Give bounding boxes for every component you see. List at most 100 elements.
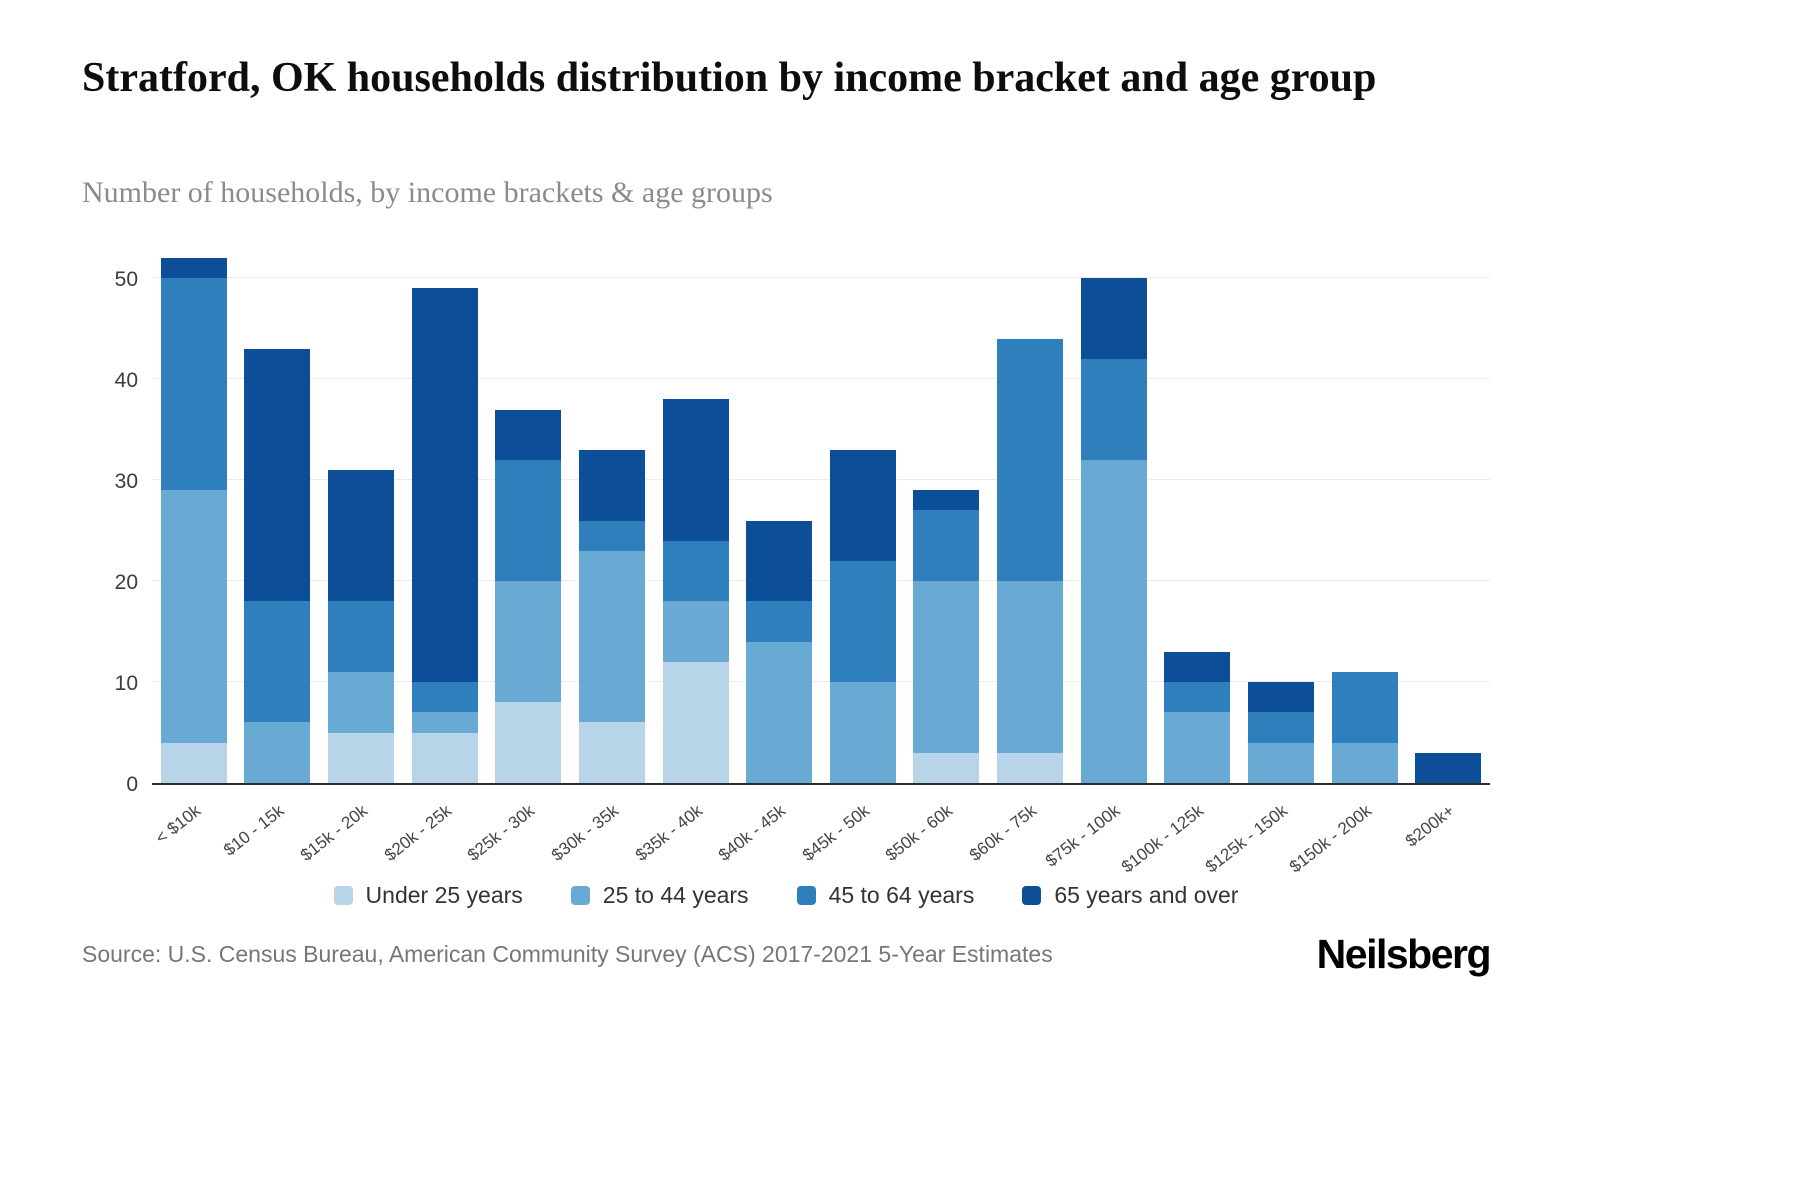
bar-segment-under-25-years (328, 732, 395, 783)
legend-swatch-icon (1022, 886, 1042, 905)
bar-segment-65-years-and-over (411, 288, 478, 683)
bar-segment-45-to-64-years (1331, 671, 1398, 743)
bar-segment-65-years-and-over (1415, 752, 1482, 783)
bar-30k-35k (570, 250, 654, 783)
bar-200k (1406, 250, 1490, 783)
legend-item-65-years-and-over: 65 years and over (1022, 882, 1238, 909)
legend-swatch-icon (333, 886, 353, 905)
bar-45k-50k (821, 250, 905, 783)
x-slot-75k-100k: $75k - 100k (1042, 789, 1156, 889)
bar-segment-45-to-64-years (1247, 712, 1314, 743)
x-slot-200k: $200k+ (1402, 789, 1490, 889)
bar-segment-25-to-44-years (1080, 459, 1147, 783)
stacked-bar (244, 348, 311, 783)
bar-segment-45-to-64-years (578, 520, 645, 551)
chart-title: Stratford, OK households distribution by… (82, 55, 1377, 101)
bar-segment-25-to-44-years (662, 601, 729, 662)
bar-segment-45-to-64-years (1164, 682, 1231, 713)
bar-25k-30k (487, 250, 571, 783)
stacked-bar (411, 288, 478, 783)
bar-segment-25-to-44-years (1164, 712, 1231, 783)
bar-segment-25-to-44-years (578, 550, 645, 723)
bar-segment-under-25-years (160, 742, 227, 783)
x-slot-60k-75k: $60k - 75k (966, 789, 1072, 889)
stacked-bar (1164, 651, 1231, 783)
x-slot-45k-50k: $45k - 50k (799, 789, 905, 889)
bar-segment-65-years-and-over (495, 409, 562, 460)
stacked-bar (1080, 278, 1147, 783)
stacked-bar (1331, 671, 1398, 783)
bar-segment-under-25-years (913, 752, 980, 783)
bar-40k-45k (737, 250, 821, 783)
x-slot-20k-25k: $20k - 25k (380, 789, 487, 889)
bar-segment-25-to-44-years (244, 722, 311, 783)
bar-segment-65-years-and-over (578, 449, 645, 521)
bar-segment-65-years-and-over (746, 520, 813, 602)
gridline-10 (152, 681, 1490, 683)
stacked-bar (746, 520, 813, 783)
bar-segment-65-years-and-over (244, 348, 311, 602)
bar-segment-25-to-44-years (1247, 742, 1314, 783)
bar-segment-45-to-64-years (829, 560, 896, 683)
y-tick-label: 0 (126, 773, 138, 796)
stacked-bar (1247, 682, 1314, 783)
x-slot-35k-40k: $35k - 40k (631, 789, 738, 889)
bar-segment-65-years-and-over (1247, 682, 1314, 713)
x-slot-50k-60k: $50k - 60k (882, 789, 989, 889)
stacked-bar (997, 338, 1064, 783)
bar-segment-45-to-64-years (997, 338, 1064, 582)
legend-item-under-25-years: Under 25 years (333, 882, 523, 909)
legend: Under 25 years 25 to 44 years 45 to 64 yea… (82, 882, 1490, 909)
stacked-bar (662, 399, 729, 783)
bar-segment-45-to-64-years (160, 278, 227, 491)
legend-item-25-to-44-years: 25 to 44 years (570, 882, 749, 909)
bar-50k-60k (905, 250, 989, 783)
gridline-20 (152, 580, 1490, 582)
bar-segment-under-25-years (411, 732, 478, 783)
stacked-bar (328, 470, 395, 783)
legend-label: 25 to 44 years (602, 882, 749, 908)
x-slot-150k-200k: $150k - 200k (1285, 789, 1407, 889)
stacked-bar (829, 449, 896, 783)
gridline-40 (152, 378, 1490, 380)
stacked-bar (913, 490, 980, 783)
bar-segment-25-to-44-years (829, 682, 896, 783)
bar-segment-25-to-44-years (1331, 742, 1398, 783)
gridline-50 (152, 277, 1490, 279)
bar-segment-45-to-64-years (495, 460, 562, 582)
plot-area (152, 250, 1490, 785)
x-slot-125k-150k: $125k - 150k (1202, 789, 1323, 889)
x-slot-15k-20k: $15k - 20k (297, 789, 403, 889)
bar-segment-45-to-64-years (244, 601, 311, 723)
x-tick-label: $200k+ (1402, 801, 1459, 851)
y-tick-label: 50 (114, 268, 138, 292)
footer: Source: U.S. Census Bureau, American Com… (82, 922, 1492, 986)
stacked-bar (495, 409, 562, 783)
source-text: Source: U.S. Census Bureau, American Com… (82, 940, 1053, 967)
bar-segment-under-25-years (662, 661, 729, 783)
bar-segment-45-to-64-years (662, 540, 729, 602)
bar-segment-65-years-and-over (1080, 278, 1147, 360)
bar-segment-25-to-44-years (160, 490, 227, 743)
x-slot-40k-45k: $40k - 45k (715, 789, 821, 889)
brand-logo: Neilsberg (1316, 930, 1492, 977)
bar-segment-25-to-44-years (746, 641, 813, 783)
bar-segment-25-to-44-years (495, 581, 562, 703)
y-tick-label: 30 (114, 470, 138, 494)
bar-segment-65-years-and-over (662, 399, 729, 541)
bar-20k-25k (403, 250, 487, 783)
bar-125k-150k (1239, 250, 1323, 783)
bar-segment-under-25-years (495, 702, 562, 783)
bar-150k-200k (1323, 250, 1407, 783)
bar-segment-25-to-44-years (997, 581, 1064, 753)
x-slot-10k: < $10k (152, 789, 236, 889)
bar-segment-65-years-and-over (829, 449, 896, 561)
legend-label: 45 to 64 years (828, 882, 975, 908)
bar-15k-20k (319, 250, 403, 783)
bar-segment-45-to-64-years (1080, 359, 1147, 460)
bar-60k-75k (988, 250, 1072, 783)
bar-segment-65-years-and-over (1164, 651, 1231, 683)
x-axis: < $10k $10 - 15k $15k - 20k $20k - 25k $25k … (152, 789, 1490, 889)
x-slot-30k-35k: $30k - 35k (548, 789, 654, 889)
